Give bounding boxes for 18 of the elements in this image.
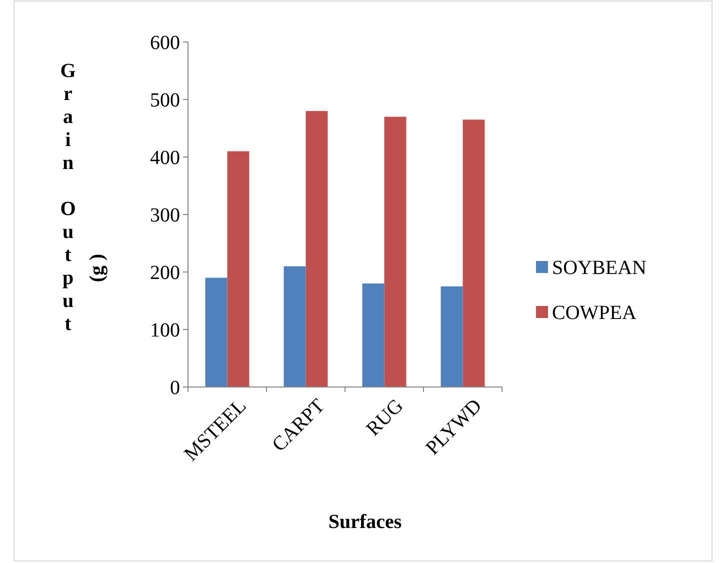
legend-label: COWPEA	[552, 302, 637, 324]
x-axis-title: Surfaces	[328, 511, 402, 533]
y-tick-label: 100	[150, 320, 180, 342]
bar	[440, 286, 463, 387]
y-tick-label: 600	[150, 32, 180, 54]
bar	[284, 266, 306, 387]
bar	[306, 111, 328, 387]
bar	[362, 284, 384, 387]
legend-label: SOYBEAN	[552, 257, 646, 279]
y-tick-label: 300	[150, 204, 180, 226]
bar	[384, 116, 406, 387]
bar	[205, 278, 228, 387]
y-tick-label: 500	[150, 90, 180, 112]
y-tick-label: 400	[150, 147, 180, 169]
bar	[462, 120, 485, 387]
bar	[227, 151, 250, 387]
y-tick-label: 0	[170, 377, 180, 399]
y-tick-label: 200	[150, 262, 180, 284]
